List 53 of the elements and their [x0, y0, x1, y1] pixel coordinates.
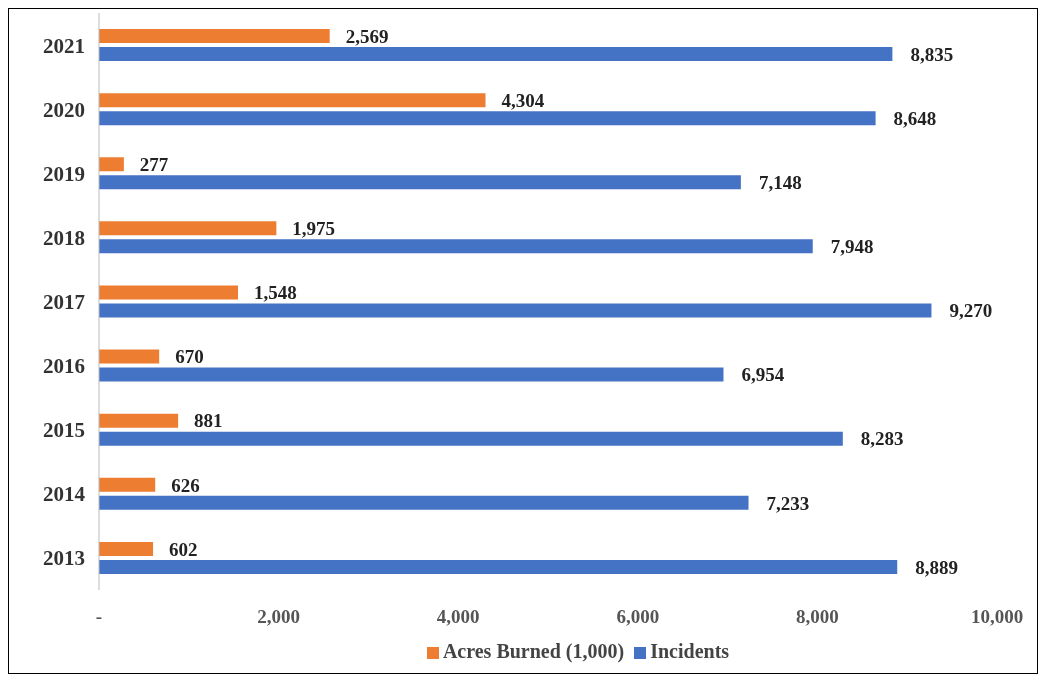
x-tick-label: 2,000: [257, 606, 300, 628]
data-label: 277: [139, 153, 169, 175]
y-tick-label: 2016: [43, 354, 85, 379]
bar: [99, 175, 741, 190]
data-label: 602: [169, 538, 198, 560]
x-tick-label: 10,000: [970, 606, 1024, 628]
data-label: 8,835: [910, 43, 954, 65]
y-tick-label: 2021: [43, 33, 85, 58]
y-tick-label: 2013: [43, 546, 85, 571]
x-tick-label: -: [95, 606, 103, 628]
bar: [99, 29, 330, 44]
data-label: 670: [175, 346, 204, 368]
data-label: 626: [171, 474, 200, 496]
bar: [99, 413, 179, 428]
legend-label: Incidents: [650, 640, 730, 662]
x-tick-label: 6,000: [616, 606, 660, 628]
data-label: 4,304: [501, 89, 545, 111]
data-label: 2,569: [345, 25, 389, 47]
y-tick-label: 2020: [43, 97, 85, 122]
data-label: 1,975: [292, 218, 336, 240]
y-tick-label: 2014: [43, 482, 86, 507]
y-tick-label: 2015: [43, 418, 85, 443]
data-label: 8,648: [893, 107, 937, 129]
bar: [99, 495, 749, 510]
data-label: 7,233: [766, 492, 810, 514]
bar: [99, 559, 898, 574]
x-tick-label: 8,000: [796, 606, 839, 628]
data-label: 1,548: [254, 282, 297, 304]
legend-label: Acres Burned (1,000): [442, 640, 625, 662]
bar: [99, 477, 156, 492]
data-label: 7,948: [830, 236, 874, 258]
y-tick-label: 2019: [43, 161, 85, 186]
bar: [99, 349, 160, 364]
bar: [99, 47, 893, 62]
bar: [99, 303, 932, 318]
data-label: 9,270: [949, 300, 993, 322]
data-label: 6,954: [741, 364, 785, 386]
bar: [99, 111, 876, 126]
data-label: 7,148: [758, 171, 802, 193]
bar: [99, 157, 124, 172]
y-tick-label: 2018: [43, 225, 85, 250]
bar: [99, 93, 486, 108]
bar: [99, 367, 724, 382]
y-tick-label: 2017: [43, 289, 85, 314]
bar: [99, 431, 843, 446]
x-tick-label: 4,000: [436, 606, 480, 628]
bar: [99, 239, 813, 254]
bar: [99, 285, 239, 300]
data-label: 8,889: [915, 556, 958, 578]
bar: [99, 221, 277, 236]
data-label: 8,283: [860, 428, 904, 450]
bar: [99, 541, 154, 556]
data-label: 881: [194, 410, 223, 432]
